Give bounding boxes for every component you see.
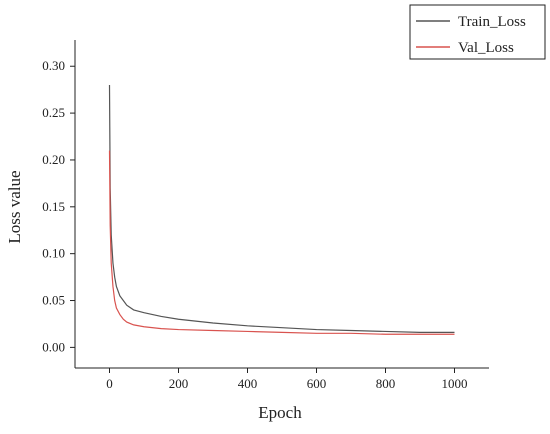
y-tick-label: 0.10 bbox=[42, 246, 65, 261]
legend-label: Val_Loss bbox=[458, 40, 514, 56]
x-tick-label: 0 bbox=[106, 376, 113, 391]
line-series bbox=[108, 150, 455, 335]
y-tick-label: 0.25 bbox=[42, 105, 65, 120]
x-tick-label: 600 bbox=[307, 376, 327, 391]
y-tick-label: 0.30 bbox=[42, 58, 65, 73]
x-tick-label: 400 bbox=[238, 376, 258, 391]
y-tick-label: 0.05 bbox=[42, 293, 65, 308]
x-tick-label: 800 bbox=[376, 376, 396, 391]
y-axis-label: Loss value bbox=[5, 170, 24, 243]
y-tick-label: 0.20 bbox=[42, 152, 65, 167]
y-tick-label: 0.00 bbox=[42, 339, 65, 354]
y-tick-label: 0.15 bbox=[42, 199, 65, 214]
legend-box bbox=[409, 4, 546, 60]
x-tick-label: 200 bbox=[169, 376, 189, 391]
x-axis-label: Epoch bbox=[258, 403, 302, 422]
x-tick-label: 1000 bbox=[442, 376, 468, 391]
legend-label: Train_Loss bbox=[458, 14, 526, 30]
line-series bbox=[108, 84, 455, 333]
